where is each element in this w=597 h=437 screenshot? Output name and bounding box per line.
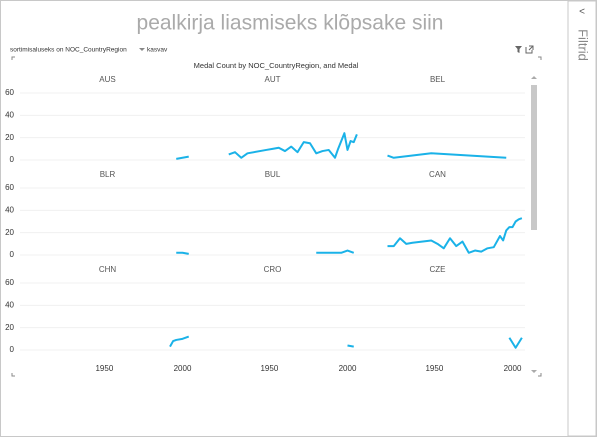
line xyxy=(316,249,355,254)
panel-title: AUT xyxy=(265,75,281,84)
line xyxy=(387,217,523,254)
x-tick-label: 1950 xyxy=(95,364,113,373)
panel-title: BLR xyxy=(100,170,116,179)
sort-order[interactable]: kasvav xyxy=(147,47,168,54)
y-tick-label: 20 xyxy=(5,323,14,332)
y-tick-label: 20 xyxy=(5,228,14,237)
x-tick-label: 2000 xyxy=(174,364,192,373)
panel-title: BUL xyxy=(265,170,281,179)
x-tick-label: 2000 xyxy=(339,364,357,373)
corner-marks xyxy=(11,56,542,377)
sort-label[interactable]: sortimisaluseks on NOC_CountryRegion xyxy=(10,47,127,54)
filter-pane[interactable] xyxy=(567,0,597,437)
page-title[interactable]: pealkirja liasmiseks klõpsake siin xyxy=(137,12,444,35)
y-tick-label: 60 xyxy=(5,183,14,192)
y-tick-label: 20 xyxy=(5,133,14,142)
chart-title: Medal Count by NOC_CountryRegion, and Me… xyxy=(194,61,359,70)
panel-title: BEL xyxy=(430,75,446,84)
x-tick-label: 2000 xyxy=(504,364,522,373)
line xyxy=(176,155,189,160)
y-tick-label: 40 xyxy=(5,205,14,214)
y-tick-label: 60 xyxy=(5,88,14,97)
line xyxy=(508,337,523,349)
panel-title: CHN xyxy=(99,265,117,274)
scrollbar[interactable] xyxy=(531,85,537,230)
y-tick-label: 0 xyxy=(10,345,15,354)
x-tick-label: 1950 xyxy=(260,364,278,373)
sort-arrow[interactable] xyxy=(139,48,145,51)
line xyxy=(347,344,354,348)
filter-label[interactable]: Filtrid xyxy=(576,29,591,61)
panel-title: CAN xyxy=(429,170,446,179)
filter-expand[interactable]: < xyxy=(579,7,585,18)
y-tick-label: 40 xyxy=(5,110,14,119)
panel-title: AUS xyxy=(99,75,115,84)
line xyxy=(169,335,190,348)
line xyxy=(228,132,358,159)
panel-title: CZE xyxy=(430,265,446,274)
filter-icon[interactable] xyxy=(515,46,522,53)
panel-title: CRO xyxy=(264,265,282,274)
popout-icon[interactable] xyxy=(525,45,534,54)
y-tick-label: 0 xyxy=(10,155,15,164)
line xyxy=(387,152,507,159)
x-tick-label: 1950 xyxy=(425,364,443,373)
line xyxy=(176,251,189,255)
y-tick-label: 40 xyxy=(5,300,14,309)
y-tick-label: 60 xyxy=(5,278,14,287)
y-tick-label: 0 xyxy=(10,250,15,259)
